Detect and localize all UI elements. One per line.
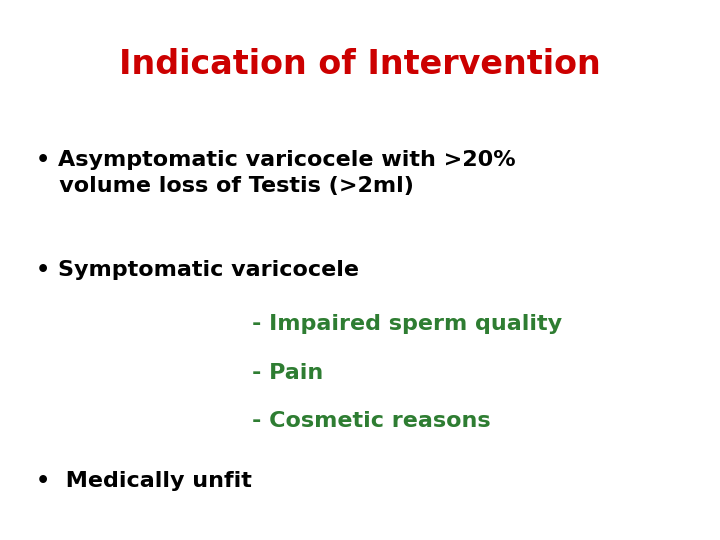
Text: •  Medically unfit: • Medically unfit <box>36 470 252 491</box>
Text: - Impaired sperm quality: - Impaired sperm quality <box>252 314 562 334</box>
Text: - Pain: - Pain <box>252 362 323 383</box>
Text: • Symptomatic varicocele: • Symptomatic varicocele <box>36 260 359 280</box>
Text: Indication of Intervention: Indication of Intervention <box>119 48 601 82</box>
Text: • Asymptomatic varicocele with >20%
   volume loss of Testis (>2ml): • Asymptomatic varicocele with >20% volu… <box>36 150 516 196</box>
Text: - Cosmetic reasons: - Cosmetic reasons <box>252 411 490 431</box>
